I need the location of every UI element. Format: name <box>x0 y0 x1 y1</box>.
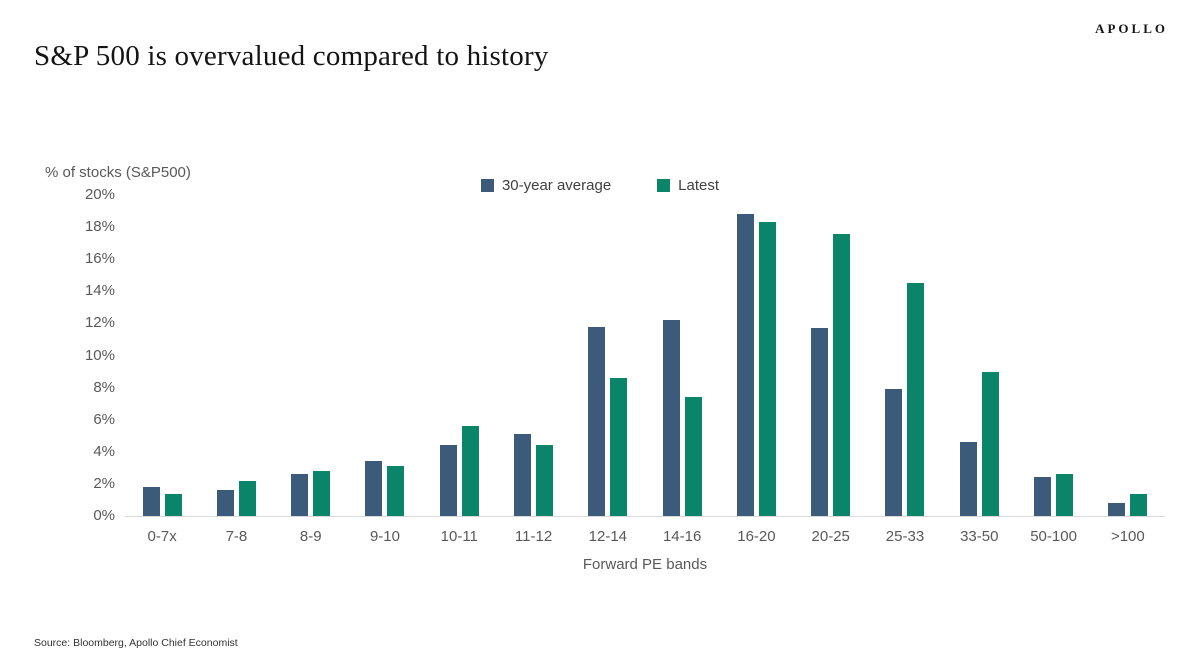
bar-group-10-11 <box>422 195 496 516</box>
bar-group-25-33 <box>868 195 942 516</box>
y-tick-label: 0% <box>93 507 115 524</box>
bar-latest-12-14 <box>610 377 628 516</box>
y-tick-label: 20% <box>84 186 115 203</box>
bar-group-8-9 <box>274 195 348 516</box>
bar-30-year-average-25-33 <box>885 389 903 516</box>
bar-group-20-25 <box>794 195 868 516</box>
bar-group-100 <box>1091 195 1165 516</box>
bar-latest-20-25 <box>833 233 851 516</box>
legend-item-latest: Latest <box>657 177 719 194</box>
bar-latest-8-9 <box>313 471 331 516</box>
legend-swatch-icon <box>657 179 671 192</box>
x-tick-label: 25-33 <box>885 528 925 545</box>
y-tick-label: 16% <box>84 250 115 268</box>
x-tick-label: 33-50 <box>960 528 999 545</box>
y-tick-label: 6% <box>93 410 115 428</box>
plot-area <box>125 195 1165 517</box>
y-tick-label: 10% <box>84 346 115 364</box>
bar-latest-9-10 <box>387 466 405 516</box>
bar-30-year-average-7-8 <box>216 490 234 516</box>
y-axis-title: % of stocks (S&P500) <box>45 164 191 181</box>
x-tick-label: 16-20 <box>737 528 776 545</box>
bar-group-12-14 <box>571 195 645 516</box>
x-tick-label: 12-14 <box>588 528 628 545</box>
bar-group-33-50 <box>942 195 1016 516</box>
bar-30-year-average-10-11 <box>439 445 457 516</box>
source-note: Source: Bloomberg, Apollo Chief Economis… <box>34 637 238 649</box>
bar-latest-50-100 <box>1056 474 1074 516</box>
legend-item-30-year-average: 30-year average <box>480 177 612 194</box>
x-tick-label: 50-100 <box>1030 528 1077 545</box>
bar-30-year-average-100 <box>1108 503 1126 516</box>
legend: 30-year average Latest <box>0 177 1200 194</box>
y-tick-label: 18% <box>84 218 115 236</box>
bar-30-year-average-33-50 <box>959 442 977 516</box>
bar-latest-100 <box>1130 493 1148 516</box>
legend-swatch-icon <box>480 179 494 192</box>
bar-latest-11-12 <box>536 445 554 516</box>
y-tick-label: 12% <box>84 314 115 332</box>
bar-group-11-12 <box>496 195 570 516</box>
y-tick-label: 8% <box>93 378 115 396</box>
bar-30-year-average-20-25 <box>811 328 829 516</box>
bar-30-year-average-9-10 <box>365 461 383 516</box>
bar-30-year-average-50-100 <box>1034 477 1052 516</box>
x-tick-label: 9-10 <box>369 528 400 545</box>
x-tick-label: 14-16 <box>662 528 702 545</box>
x-tick-label: >100 <box>1110 528 1145 545</box>
y-tick-label: 14% <box>84 282 115 300</box>
bar-group-9-10 <box>348 195 422 516</box>
bar-30-year-average-8-9 <box>291 474 309 516</box>
bar-latest-25-33 <box>907 283 925 516</box>
bar-30-year-average-11-12 <box>514 434 532 516</box>
bar-30-year-average-0-7x <box>142 487 160 516</box>
bar-group-50-100 <box>1016 195 1090 516</box>
apollo-logo: APOLLO <box>1095 21 1168 36</box>
bar-group-14-16 <box>645 195 719 516</box>
bar-latest-14-16 <box>684 397 702 516</box>
bar-group-0-7x <box>125 195 199 516</box>
bar-latest-0-7x <box>164 493 182 516</box>
legend-label: 30-year average <box>501 177 612 194</box>
bar-group-7-8 <box>199 195 273 516</box>
x-tick-label: 11-12 <box>514 528 553 545</box>
bar-latest-7-8 <box>238 480 256 516</box>
bar-latest-33-50 <box>981 371 999 516</box>
page-title: S&P 500 is overvalued compared to histor… <box>34 40 549 72</box>
y-tick-label: 4% <box>93 442 115 460</box>
bar-30-year-average-12-14 <box>588 326 606 516</box>
bar-30-year-average-14-16 <box>662 320 680 516</box>
x-tick-label: 8-9 <box>299 528 322 545</box>
x-tick-label: 10-11 <box>440 528 478 545</box>
bar-30-year-average-16-20 <box>736 214 754 516</box>
bar-group-16-20 <box>719 195 793 516</box>
bar-latest-16-20 <box>758 222 776 516</box>
x-tick-label: 0-7x <box>147 528 177 545</box>
x-tick-label: 7-8 <box>225 528 248 545</box>
y-tick-label: 2% <box>93 474 115 492</box>
legend-label: Latest <box>678 177 720 194</box>
x-tick-label: 20-25 <box>811 528 850 545</box>
x-axis-title: Forward PE bands <box>582 556 708 573</box>
bar-latest-10-11 <box>461 426 479 516</box>
